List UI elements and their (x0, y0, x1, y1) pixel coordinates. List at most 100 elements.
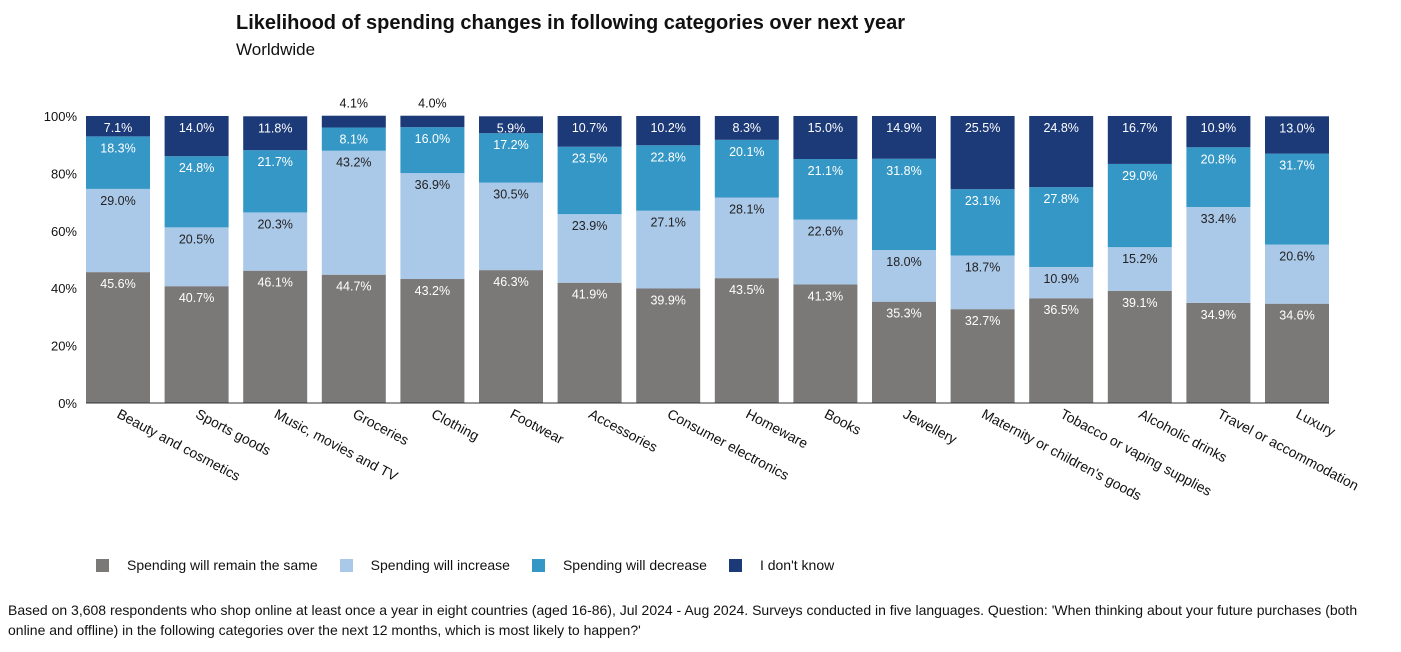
bar-segment (1029, 116, 1094, 188)
legend-item-same: Spending will remain the same (96, 557, 318, 573)
data-label: 27.1% (650, 216, 685, 230)
data-label: 17.2% (493, 138, 528, 152)
bar-segment (321, 127, 386, 151)
bar-segment (321, 274, 386, 403)
y-tick-label: 40% (51, 281, 77, 296)
x-tick-label: Groceries (350, 406, 411, 449)
x-tick-label: Jewellery (901, 406, 960, 448)
bar-segment (1107, 163, 1172, 248)
data-label: 34.9% (1201, 308, 1236, 322)
bar-segment (479, 182, 543, 271)
data-label: 20.5% (179, 232, 214, 246)
bar-segment (950, 189, 1015, 256)
bar-segment (636, 288, 701, 403)
stacked-bar-chart: 0%20%40%60%80%100%45.6%29.0%18.3%7.1%Bea… (44, 97, 1362, 504)
data-label: 10.2% (650, 121, 685, 135)
legend-item-dont-know: I don't know (728, 557, 835, 573)
bar-segment (400, 127, 465, 174)
legend-label-same: Spending will remain the same (127, 557, 318, 573)
data-label: 46.3% (493, 275, 528, 289)
bar-segment (1265, 153, 1329, 245)
data-label: 21.7% (257, 155, 292, 169)
bar-segment (872, 116, 936, 159)
bar-segment (1265, 244, 1329, 304)
legend-label-increase: Spending will increase (370, 557, 510, 573)
bar-segment (86, 188, 150, 273)
chart-subtitle: Worldwide (236, 40, 316, 59)
bar-segment (86, 272, 150, 403)
data-label: 14.9% (886, 121, 921, 135)
data-label: 4.0% (418, 97, 447, 111)
bar-segment (793, 219, 858, 285)
legend-swatch-same (96, 558, 109, 572)
legend-label-dont-know: I don't know (759, 557, 835, 573)
data-label: 41.9% (572, 288, 607, 302)
bar-segment (1029, 298, 1094, 403)
bar-segment (1186, 206, 1251, 303)
bar-segment (1107, 247, 1172, 291)
bar-segment (1186, 116, 1251, 148)
data-label: 18.3% (100, 141, 135, 155)
x-tick-label: Luxury (1294, 406, 1339, 440)
data-label: 32.7% (965, 314, 1000, 328)
data-label: 8.3% (733, 121, 762, 135)
bar-segment (1265, 116, 1329, 154)
x-tick-label: Homeware (743, 406, 810, 452)
bar-segment (400, 173, 465, 280)
data-label: 46.1% (257, 276, 292, 290)
bar-segment (1265, 303, 1329, 403)
data-label: 24.8% (179, 161, 214, 175)
x-tick-label: Footwear (508, 406, 567, 448)
data-label: 41.3% (808, 289, 843, 303)
x-tick-label: Travel or accommodation (1215, 406, 1362, 494)
legend-item-decrease: Spending will decrease (531, 557, 707, 573)
bar-segment (793, 159, 858, 220)
data-label: 24.8% (1043, 121, 1078, 135)
data-label: 45.6% (100, 277, 135, 291)
bar-segment (164, 116, 229, 157)
data-label: 25.5% (965, 121, 1000, 135)
data-label: 30.5% (493, 188, 528, 202)
bar-segment (557, 146, 622, 215)
bar-segment (164, 227, 229, 287)
y-tick-label: 0% (58, 396, 77, 411)
data-label: 15.0% (808, 121, 843, 135)
data-label: 18.0% (886, 255, 921, 269)
data-label: 20.8% (1201, 152, 1236, 166)
bar-segment (86, 116, 150, 137)
bar-segment (872, 301, 936, 403)
data-label: 10.9% (1201, 121, 1236, 135)
bar-segment (636, 145, 701, 211)
data-label: 36.5% (1043, 303, 1078, 317)
data-label: 5.9% (497, 121, 526, 135)
bar-segment (400, 279, 465, 403)
bar-segment (243, 150, 308, 213)
data-label: 20.6% (1279, 250, 1314, 264)
bar-segment (714, 139, 779, 198)
data-label: 23.9% (572, 219, 607, 233)
bar-segment (1186, 302, 1251, 403)
bar-segment (479, 116, 543, 134)
chart-title: Likelihood of spending changes in follow… (236, 12, 906, 34)
bar-segment (321, 150, 386, 275)
bar-segment (714, 197, 779, 279)
bar-segment (243, 116, 308, 151)
data-label: 39.1% (1122, 296, 1157, 310)
data-label: 34.6% (1279, 309, 1314, 323)
data-label: 27.8% (1043, 192, 1078, 206)
bar-segment (1107, 116, 1172, 164)
bar-segment (950, 116, 1015, 190)
data-label: 20.1% (729, 145, 764, 159)
legend-item-increase: Spending will increase (339, 557, 510, 573)
data-label: 43.2% (336, 156, 371, 170)
bar-segment (400, 115, 465, 128)
bar-segment (164, 156, 229, 228)
legend-label-decrease: Spending will decrease (562, 557, 707, 573)
data-label: 16.0% (415, 132, 450, 146)
bar-segment (872, 250, 936, 302)
data-label: 43.5% (729, 283, 764, 297)
bar-segment (557, 214, 622, 283)
data-label: 22.8% (650, 150, 685, 164)
bar-segment (1029, 187, 1094, 267)
data-label: 36.9% (415, 178, 450, 192)
